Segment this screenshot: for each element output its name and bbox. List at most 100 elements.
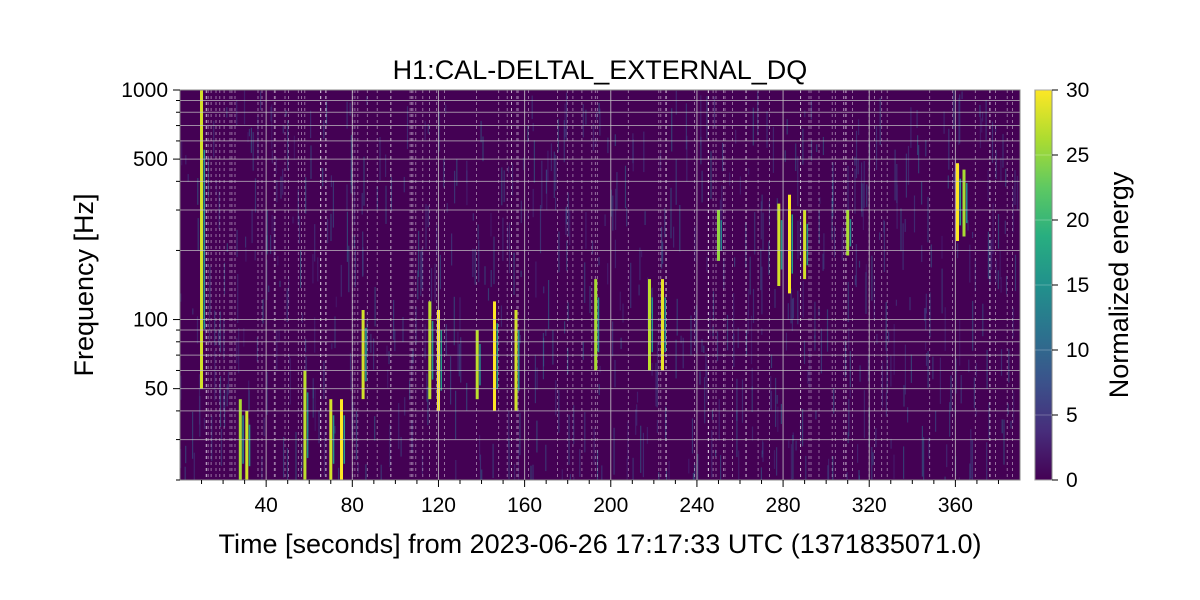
energy-streak [200, 90, 203, 389]
noise-cell [638, 284, 640, 296]
noise-cell [451, 233, 453, 266]
noise-cell [331, 343, 333, 350]
energy-streak [803, 210, 807, 280]
noise-cell [903, 385, 905, 407]
noise-cell [1001, 419, 1003, 434]
noise-cell [944, 307, 946, 351]
noise-cell [584, 262, 586, 303]
noise-cell [907, 145, 910, 185]
noise-cell [566, 240, 568, 271]
noise-cell [346, 101, 348, 129]
noise-cell [536, 420, 538, 453]
noise-cell [245, 236, 247, 248]
y-tick-label: 1000 [121, 79, 168, 102]
noise-cell [459, 297, 461, 331]
noise-cell [699, 371, 701, 385]
noise-cell [704, 377, 706, 424]
noise-cell [450, 356, 452, 405]
noise-cell [457, 331, 459, 371]
noise-cell [668, 460, 670, 480]
noise-cell [322, 167, 324, 187]
noise-cell [854, 275, 856, 286]
noise-cell [1000, 349, 1003, 376]
noise-cell [770, 376, 772, 409]
noise-cell [772, 126, 774, 173]
noise-cell [323, 120, 325, 139]
energy-streak-halo [597, 297, 600, 353]
y-tick-label: 100 [133, 309, 168, 332]
noise-cell [777, 406, 779, 432]
noise-cell [335, 296, 337, 308]
noise-cell [975, 407, 977, 417]
noise-cell [635, 409, 637, 435]
noise-cell [752, 288, 755, 324]
y-axis-label: Frequency [Hz] [69, 193, 99, 376]
noise-cell [688, 458, 690, 474]
noise-cell [421, 248, 423, 289]
noise-cell [569, 474, 571, 480]
noise-cell [390, 177, 392, 211]
energy-streak-halo [651, 297, 653, 353]
noise-cell [895, 299, 897, 306]
noise-cell [846, 472, 848, 480]
noise-cell [557, 118, 559, 153]
noise-cell [513, 252, 515, 295]
noise-cell [223, 319, 225, 360]
noise-cell [776, 395, 778, 404]
noise-cell [833, 387, 835, 414]
noise-cell [819, 197, 821, 204]
noise-cell [262, 299, 264, 324]
noise-cell [656, 342, 659, 389]
noise-cell [805, 455, 807, 480]
noise-cell [400, 437, 402, 457]
noise-cell [893, 324, 895, 375]
noise-cell [904, 219, 906, 232]
noise-cell [799, 218, 801, 256]
noise-cell [664, 207, 666, 238]
noise-cell [910, 354, 912, 383]
noise-cell [257, 115, 259, 159]
noise-cell [786, 119, 788, 135]
noise-cell [310, 145, 312, 179]
noise-cell [532, 464, 534, 480]
noise-cell [582, 104, 584, 138]
noise-cell [252, 132, 254, 171]
noise-cell [530, 465, 532, 480]
noise-cell [213, 120, 215, 158]
noise-cell [350, 161, 352, 170]
energy-streak [475, 330, 479, 400]
noise-cell [181, 141, 183, 166]
noise-cell [543, 286, 545, 294]
noise-cell [774, 288, 776, 308]
noise-cell [286, 288, 288, 323]
noise-cell [388, 351, 390, 365]
noise-cell [564, 103, 566, 140]
colorbar-tick-label: 25 [1066, 144, 1089, 167]
noise-cell [907, 407, 909, 423]
noise-cell [477, 224, 479, 240]
energy-streak-halo [791, 214, 793, 274]
noise-cell [197, 218, 199, 251]
noise-cell [567, 192, 569, 237]
noise-cell [643, 131, 645, 173]
noise-cell [527, 125, 529, 143]
noise-cell [508, 438, 510, 480]
noise-cell [1007, 403, 1009, 415]
noise-cell [332, 180, 334, 228]
noise-cell [986, 349, 988, 389]
noise-cell [348, 245, 350, 293]
noise-cell [692, 472, 694, 480]
noise-cell [261, 456, 263, 480]
energy-streak-halo [966, 183, 968, 224]
noise-cell [719, 199, 721, 249]
colorbar-tick-label: 30 [1066, 79, 1089, 102]
noise-cell [214, 310, 216, 346]
noise-cell [721, 185, 723, 222]
noise-cell [607, 137, 609, 154]
noise-cell [673, 226, 675, 248]
noise-cell [519, 412, 521, 456]
energy-streak-halo [959, 178, 961, 226]
noise-cell [455, 460, 457, 480]
noise-cell [854, 156, 856, 166]
x-tick-label: 40 [254, 494, 277, 517]
